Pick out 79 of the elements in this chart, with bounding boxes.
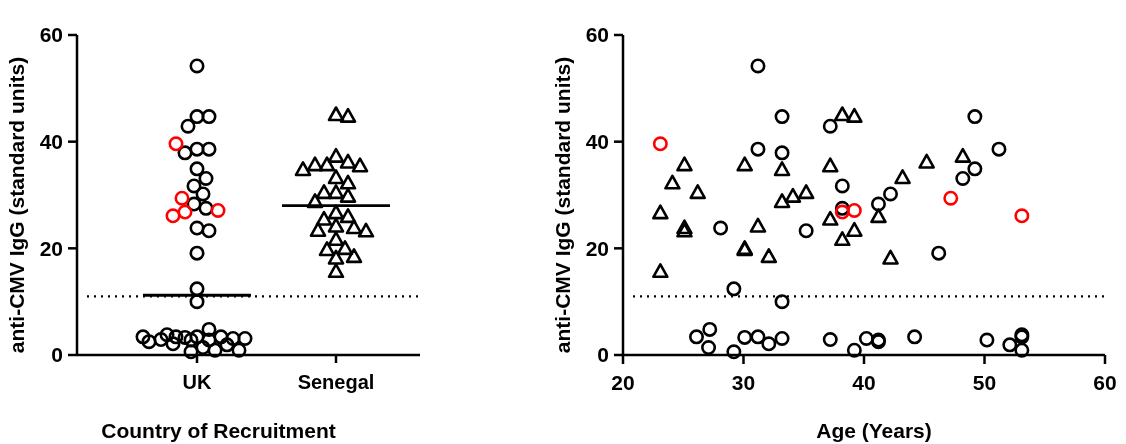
point xyxy=(907,329,923,345)
x-tick-label: 20 xyxy=(611,371,635,394)
point xyxy=(834,204,850,220)
x-tick-label: Senegal xyxy=(297,371,375,393)
point xyxy=(834,231,851,247)
point xyxy=(774,145,790,161)
point xyxy=(846,202,862,218)
y-tick-label: 0 xyxy=(51,343,63,367)
point xyxy=(750,329,766,345)
point xyxy=(689,329,705,345)
point xyxy=(652,263,669,279)
y-tick-label: 40 xyxy=(585,130,609,154)
x-tick-label: 40 xyxy=(852,371,876,394)
point xyxy=(954,147,972,163)
point xyxy=(726,281,742,297)
point xyxy=(931,245,947,261)
y-tick-label: 0 xyxy=(597,343,609,367)
point xyxy=(822,332,838,348)
point xyxy=(737,329,753,345)
point xyxy=(822,118,838,134)
y-axis-title: anti-CMV IgG (standard units) xyxy=(551,56,574,354)
y-axis-title: anti-CMV IgG (standard units) xyxy=(5,56,28,354)
point xyxy=(967,161,983,177)
point xyxy=(846,342,862,358)
point xyxy=(883,186,899,202)
point xyxy=(834,106,851,122)
x-tick-label: 60 xyxy=(1093,371,1117,394)
y-tick-label: 60 xyxy=(39,23,63,47)
point xyxy=(943,190,959,206)
point xyxy=(918,153,935,169)
point xyxy=(882,249,899,265)
x-tick-label: 50 xyxy=(972,371,997,394)
point xyxy=(774,330,790,346)
x-tick-label: UK xyxy=(182,371,212,393)
x-axis-title: Country of Recruitment xyxy=(101,419,336,442)
point xyxy=(846,107,863,123)
point xyxy=(701,340,717,356)
point xyxy=(689,184,707,200)
point xyxy=(784,187,802,203)
point xyxy=(894,169,911,185)
point xyxy=(750,141,766,157)
point xyxy=(726,344,742,360)
point xyxy=(821,210,839,226)
point xyxy=(652,204,669,220)
point xyxy=(664,174,681,190)
y-tick-label: 20 xyxy=(585,236,609,260)
point xyxy=(846,221,863,238)
point xyxy=(760,248,778,264)
y-tick-label: 40 xyxy=(39,130,63,154)
point xyxy=(773,161,791,177)
point xyxy=(870,208,887,224)
point xyxy=(870,196,886,212)
x-axis-title: Age (Years) xyxy=(816,419,932,442)
point xyxy=(1014,342,1030,358)
point xyxy=(749,217,767,233)
point xyxy=(979,332,995,348)
point xyxy=(798,223,814,239)
point xyxy=(773,193,791,209)
point xyxy=(761,336,777,352)
point xyxy=(1002,337,1018,353)
point xyxy=(676,156,693,172)
point xyxy=(702,321,718,337)
point xyxy=(797,184,815,200)
point xyxy=(967,109,983,125)
point xyxy=(713,220,729,236)
point xyxy=(750,58,766,74)
point xyxy=(858,330,874,346)
point xyxy=(774,109,790,125)
y-tick-label: 60 xyxy=(585,23,609,47)
point xyxy=(834,178,850,194)
point xyxy=(736,156,754,172)
point xyxy=(955,170,971,186)
y-tick-label: 20 xyxy=(39,236,63,260)
point xyxy=(821,157,839,173)
point xyxy=(652,136,668,152)
point xyxy=(1014,208,1030,224)
point xyxy=(991,141,1007,157)
x-tick-label: 30 xyxy=(731,371,756,394)
point xyxy=(774,294,790,310)
